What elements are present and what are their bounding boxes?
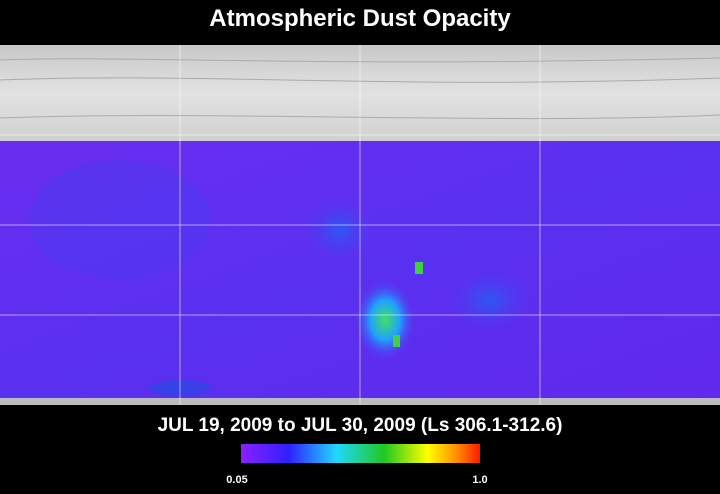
terrain-relief — [0, 57, 720, 120]
opacity-patch — [355, 280, 415, 360]
graticule — [0, 45, 720, 405]
map — [0, 45, 720, 405]
title: Atmospheric Dust Opacity — [209, 5, 511, 32]
colorbar-max-label: 1.0 — [472, 474, 487, 486]
subtitle: JUL 19, 2009 to JUL 30, 2009 (Ls 306.1-3… — [158, 415, 563, 436]
opacity-patch — [393, 335, 400, 347]
opacity-patch — [450, 270, 530, 330]
colorbar — [241, 444, 480, 463]
terrain-shade — [30, 160, 210, 280]
opacity-patch — [305, 200, 375, 260]
colorbar-min-label: 0.05 — [226, 474, 247, 486]
opacity-patch — [415, 262, 423, 274]
